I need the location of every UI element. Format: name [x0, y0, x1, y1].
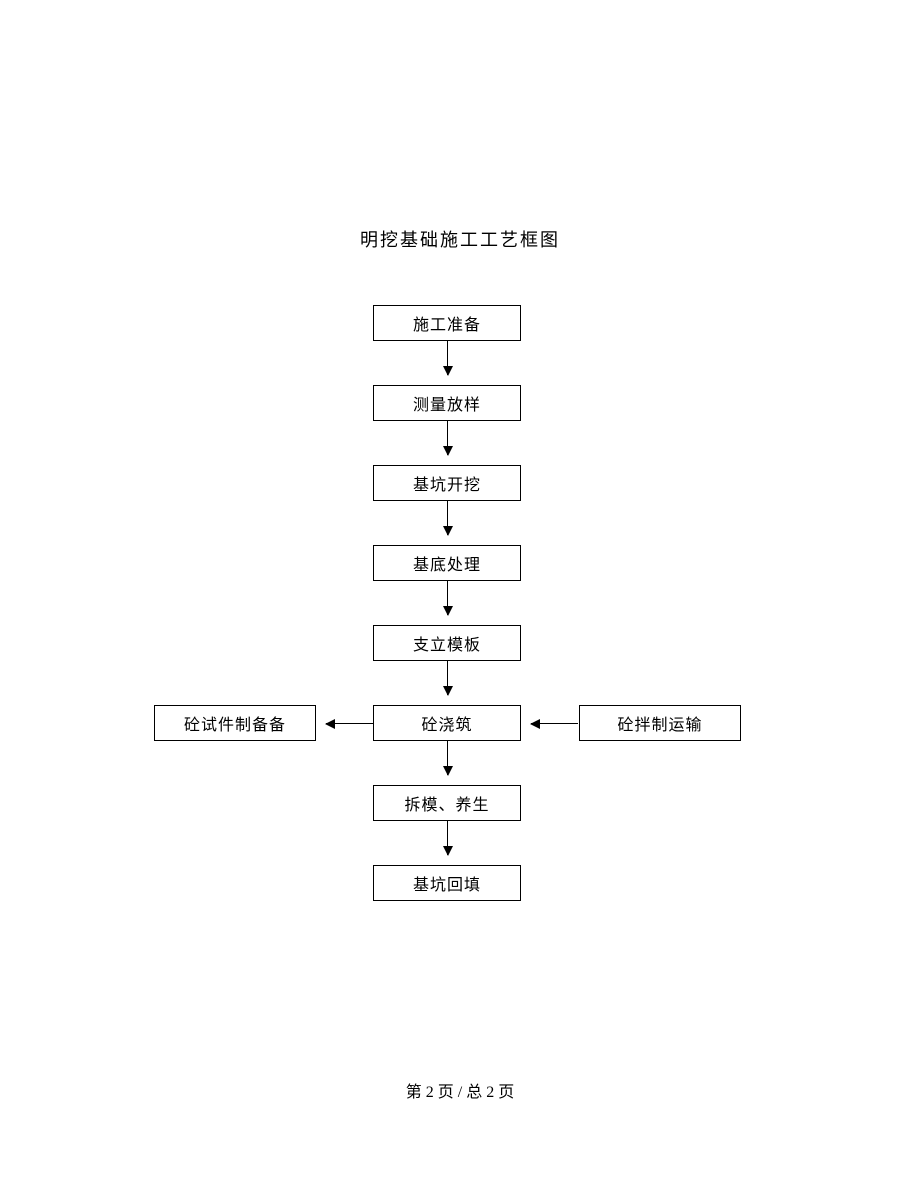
arrow-down-4 — [447, 661, 448, 695]
arrow-left-1 — [531, 723, 578, 724]
arrow-down-6 — [447, 821, 448, 855]
flow-node-n8: 基坑回填 — [373, 865, 521, 901]
arrow-down-3 — [447, 581, 448, 615]
page: 明挖基础施工工艺框图 第 2 页 / 总 2 页 施工准备测量放样基坑开挖基底处… — [0, 0, 920, 1191]
flow-node-n1: 施工准备 — [373, 305, 521, 341]
flow-node-n6: 砼浇筑 — [373, 705, 521, 741]
flow-node-n7: 拆模、养生 — [373, 785, 521, 821]
flow-node-nl: 砼试件制备备 — [154, 705, 316, 741]
arrow-down-0 — [447, 341, 448, 375]
diagram-title: 明挖基础施工工艺框图 — [0, 226, 920, 252]
flow-node-n4: 基底处理 — [373, 545, 521, 581]
arrow-down-1 — [447, 421, 448, 455]
arrow-left-0 — [326, 723, 373, 724]
flow-node-n3: 基坑开挖 — [373, 465, 521, 501]
arrow-down-5 — [447, 741, 448, 775]
flow-node-n5: 支立模板 — [373, 625, 521, 661]
flow-node-nr: 砼拌制运输 — [579, 705, 741, 741]
page-footer: 第 2 页 / 总 2 页 — [0, 1078, 920, 1102]
flow-node-n2: 测量放样 — [373, 385, 521, 421]
arrow-down-2 — [447, 501, 448, 535]
